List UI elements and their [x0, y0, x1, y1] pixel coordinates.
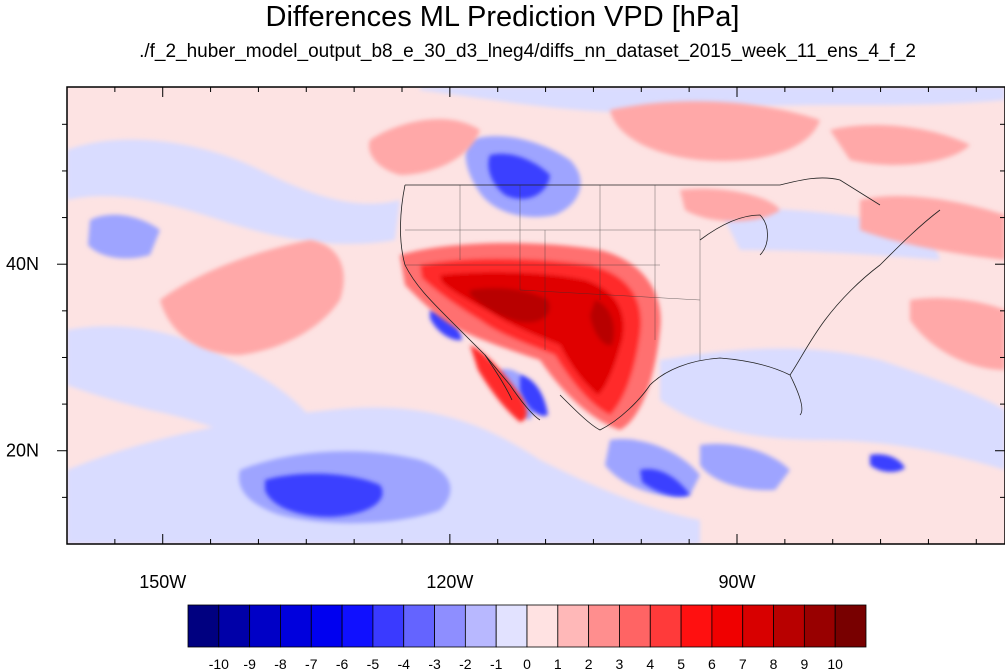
colorbar-swatch [310, 604, 343, 648]
coastline-lines [400, 177, 941, 431]
colorbar-swatch [742, 604, 774, 648]
colorbar-swatch [187, 604, 220, 648]
colorbar-swatch [249, 604, 281, 648]
colorbar-label: -7 [305, 656, 318, 672]
colorbar-swatch [280, 604, 312, 648]
colorbar-label: -5 [367, 656, 380, 672]
lat-tick-label: 20N [6, 441, 39, 461]
map-frame [66, 86, 1005, 545]
colorbar-label: -3 [428, 656, 441, 672]
colorbar-swatch [557, 604, 590, 648]
colorbar-swatch [834, 604, 867, 648]
lat-tick-label: 40N [6, 254, 39, 274]
colorbar-swatch [434, 604, 466, 648]
plot-title: Differences ML Prediction VPD [hPa] [265, 1, 740, 33]
colorbar-swatch [495, 604, 528, 648]
colorbar-label: 0 [523, 656, 531, 672]
colorbar-label: 6 [708, 656, 716, 672]
colorbar-swatch [218, 604, 251, 648]
colorbar-label: 1 [554, 656, 562, 672]
colorbar-swatch [711, 604, 744, 648]
colorbar-label: 2 [585, 656, 593, 672]
colorbar-label: 3 [616, 656, 624, 672]
colorbar-swatch [619, 604, 651, 648]
colorbar-label: 5 [677, 656, 685, 672]
colorbar-swatch [773, 604, 805, 648]
colorbar-label: -8 [274, 656, 287, 672]
colorbar-swatch [372, 604, 405, 648]
colorbar-swatch [803, 604, 836, 648]
colorbar-label: -2 [459, 656, 472, 672]
plot-subtitle: ./f_2_huber_model_output_b8_e_30_d3_lneg… [139, 41, 916, 62]
colorbar-label: -10 [209, 656, 229, 672]
lon-tick-label: 120W [426, 572, 473, 592]
colorbar-label: -9 [243, 656, 256, 672]
colorbar-swatch [680, 604, 713, 648]
lon-tick-label: 90W [718, 572, 755, 592]
colorbar-label: 9 [800, 656, 808, 672]
map-axes: 150W 120W 90W 40N 20N [6, 87, 1005, 592]
colorbar-label: 10 [827, 656, 843, 672]
vpd-difference-field [67, 87, 1005, 544]
colorbar-label: 7 [739, 656, 747, 672]
colorbar-label: -4 [398, 656, 411, 672]
colorbar-label: -1 [490, 656, 503, 672]
colorbar: -10 -9 -8 -7 -6 -5 -4 -3 -2 -1 0 1 2 3 4 5 6 7 8 9 10 [187, 604, 867, 672]
colorbar-label: 8 [770, 656, 778, 672]
colorbar-swatch [526, 604, 559, 648]
colorbar-swatch [588, 604, 620, 648]
colorbar-swatch [464, 604, 497, 648]
colorbar-label: 4 [646, 656, 654, 672]
lon-tick-label: 150W [139, 572, 186, 592]
colorbar-swatch [649, 604, 682, 648]
colorbar-swatch [403, 604, 435, 648]
colorbar-swatch [341, 604, 374, 648]
colorbar-label: -6 [336, 656, 349, 672]
